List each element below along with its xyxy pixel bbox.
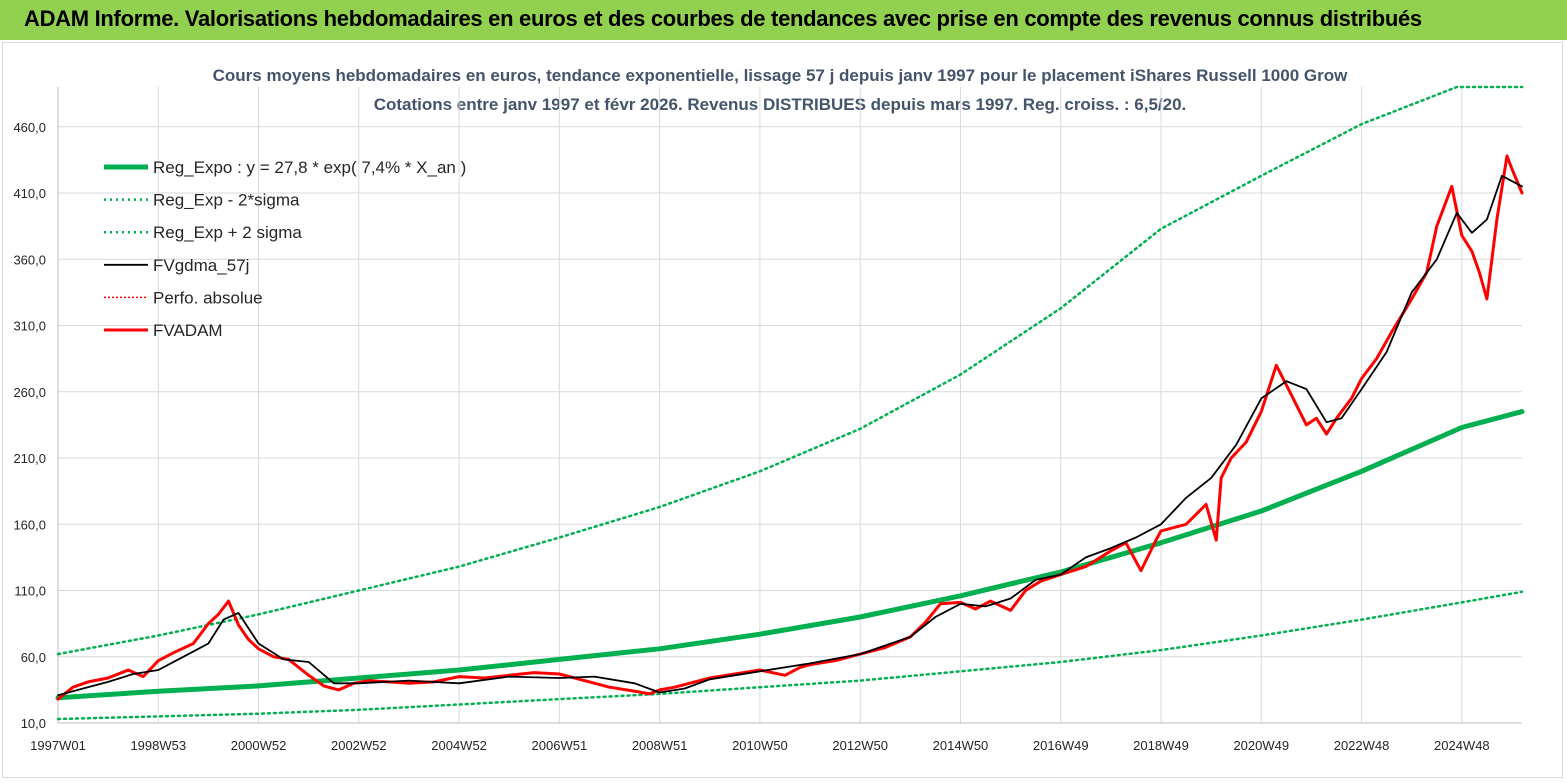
y-tick-label: 310,0 — [13, 319, 46, 334]
x-tick-label: 2014W50 — [933, 738, 989, 753]
series-line — [56, 590, 1524, 721]
y-tick-label: 110,0 — [14, 584, 46, 599]
legend-label: Reg_Exp - 2*sigma — [153, 191, 300, 210]
y-tick-label: 460,0 — [13, 120, 46, 135]
page-title: ADAM Informe. Valorisations hebdomadaire… — [24, 6, 1422, 31]
y-tick-label: 10,0 — [21, 716, 46, 731]
legend-label: Perfo. absolue — [153, 288, 263, 307]
x-tick-label: 2024W48 — [1434, 738, 1490, 753]
series-line — [57, 174, 1523, 697]
x-tick-label: 1997W01 — [30, 738, 86, 753]
x-tick-label: 2012W50 — [832, 738, 888, 753]
x-tick-label: 2010W50 — [732, 738, 788, 753]
x-axis-ticks: 1997W01 1998W53 2000W52 2002W52 2004W52 2006W… — [30, 738, 1489, 753]
y-tick-label: 260,0 — [13, 385, 46, 400]
legend-label: FVgdma_57j — [153, 256, 249, 275]
series-line — [55, 409, 1525, 701]
x-tick-label: 2020W49 — [1233, 738, 1289, 753]
y-tick-label: 360,0 — [13, 252, 46, 267]
x-tick-label: 2018W49 — [1133, 738, 1189, 753]
x-tick-label: 1998W53 — [130, 738, 186, 753]
legend-label: Reg_Expo : y = 27,8 * exp( 7,4% * X_an ) — [153, 158, 466, 177]
y-tick-label: 60,0 — [21, 650, 46, 665]
chart-subtitle: Cotations entre janv 1997 et févr 2026. … — [374, 95, 1187, 114]
chart-frame — [2, 42, 1563, 778]
x-tick-label: 2002W52 — [331, 738, 387, 753]
x-tick-label: 2004W52 — [431, 738, 487, 753]
y-axis-ticks: 10,0 60,0 110,0 160,0 210,0 260,0 310,0 360,0 41… — [13, 120, 46, 731]
y-tick-label: 160,0 — [13, 517, 46, 532]
gridlines — [57, 87, 1522, 724]
legend-label: Reg_Exp + 2 sigma — [153, 223, 302, 242]
legend-label: FVADAM — [153, 321, 223, 340]
legend: Reg_Expo : y = 27,8 * exp( 7,4% * X_an )… — [104, 158, 466, 340]
header-banner: ADAM Informe. Valorisations hebdomadaire… — [0, 0, 1567, 40]
x-tick-label: 2000W52 — [231, 738, 287, 753]
chart-title: Cours moyens hebdomadaires en euros, ten… — [213, 66, 1348, 85]
x-tick-label: 2006W51 — [532, 738, 588, 753]
y-tick-label: 410,0 — [13, 186, 46, 201]
x-tick-label: 2016W49 — [1033, 738, 1089, 753]
x-tick-label: 2008W51 — [632, 738, 688, 753]
y-tick-label: 210,0 — [13, 451, 46, 466]
series-line — [56, 85, 1524, 656]
series-lines — [55, 85, 1525, 721]
x-tick-label: 2022W48 — [1334, 738, 1390, 753]
series-line — [56, 154, 1524, 701]
